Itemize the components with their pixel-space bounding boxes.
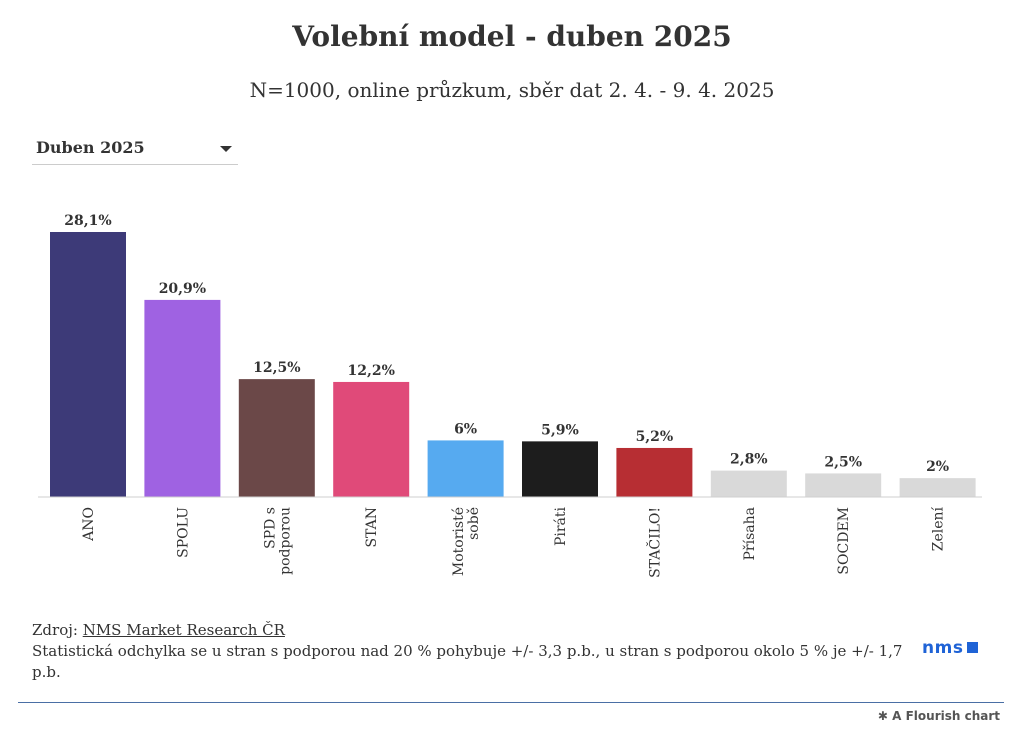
nms-logo-text: nms bbox=[922, 638, 964, 658]
category-label-5: Piráti bbox=[553, 506, 569, 546]
category-label-line: podporou bbox=[277, 507, 293, 575]
category-label-line: STAČILO! bbox=[645, 507, 663, 578]
data-label-5: 5,9% bbox=[541, 422, 579, 438]
bar-3 bbox=[333, 381, 410, 497]
data-label-9: 2% bbox=[926, 459, 949, 475]
category-label-line: Zelení bbox=[931, 506, 947, 551]
flourish-asterisk-icon: ✱ bbox=[877, 709, 888, 723]
data-label-1: 20,9% bbox=[159, 281, 206, 297]
bar-1 bbox=[144, 299, 221, 497]
category-label-8: SOCDEM bbox=[836, 507, 852, 575]
bar-0 bbox=[50, 232, 126, 497]
category-label-line: SPD s bbox=[262, 507, 278, 549]
source-prefix: Zdroj: bbox=[32, 621, 83, 639]
period-dropdown-label: Duben 2025 bbox=[36, 138, 145, 157]
source-line: Zdroj: NMS Market Research ČR bbox=[32, 620, 912, 641]
category-label-7: Přísaha bbox=[742, 507, 758, 560]
data-label-7: 2,8% bbox=[730, 452, 768, 468]
bar-8 bbox=[805, 473, 882, 497]
data-label-4: 6% bbox=[454, 421, 477, 437]
nms-logo-square-icon bbox=[967, 642, 979, 653]
data-label-2: 12,5% bbox=[253, 360, 300, 376]
nms-logo: nms bbox=[922, 638, 979, 658]
category-label-6: STAČILO! bbox=[645, 507, 663, 578]
bar-6 bbox=[616, 447, 693, 497]
chart-subtitle: N=1000, online průzkum, sběr dat 2. 4. -… bbox=[249, 78, 775, 102]
category-label-line: ANO bbox=[81, 507, 97, 542]
data-label-3: 12,2% bbox=[347, 363, 394, 379]
category-label-line: STAN bbox=[364, 507, 380, 548]
category-label-line: SPOLU bbox=[175, 507, 191, 558]
error-margin-note: Statistická odchylka se u stran s podpor… bbox=[32, 642, 903, 681]
chevron-down-icon bbox=[220, 146, 232, 152]
category-label-4: Motoristésobě bbox=[451, 507, 482, 576]
category-label-9: Zelení bbox=[931, 506, 947, 551]
bar-9 bbox=[899, 478, 976, 497]
category-label-1: SPOLU bbox=[175, 507, 191, 558]
category-label-line: sobě bbox=[466, 507, 482, 540]
period-dropdown[interactable]: Duben 2025 bbox=[32, 134, 238, 165]
bar-7 bbox=[710, 470, 787, 497]
bar-5 bbox=[522, 441, 598, 497]
data-label-8: 2,5% bbox=[824, 454, 862, 470]
footer-divider bbox=[18, 702, 1004, 703]
bar-2 bbox=[238, 379, 315, 497]
category-label-3: STAN bbox=[364, 507, 380, 548]
category-label-line: Piráti bbox=[553, 506, 569, 546]
bar-4 bbox=[427, 440, 504, 497]
category-label-line: Přísaha bbox=[742, 507, 758, 560]
chart-footer: Zdroj: NMS Market Research ČR Statistick… bbox=[32, 620, 912, 683]
bar-chart: 28,1% ANO 20,9% SPOLU 12,5% SPD spodporou 12,2… bbox=[38, 213, 982, 578]
data-label-6: 5,2% bbox=[636, 429, 674, 445]
category-label-line: Motoristé bbox=[451, 507, 467, 576]
category-label-2: SPD spodporou bbox=[262, 507, 293, 575]
data-label-0: 28,1% bbox=[64, 213, 111, 229]
category-label-line: SOCDEM bbox=[836, 507, 852, 575]
chart-title: Volební model - duben 2025 bbox=[292, 20, 732, 53]
source-link[interactable]: NMS Market Research ČR bbox=[82, 621, 285, 639]
flourish-credit[interactable]: ✱ A Flourish chart bbox=[878, 709, 1000, 723]
category-label-0: ANO bbox=[81, 507, 97, 542]
flourish-credit-label: A Flourish chart bbox=[892, 709, 1000, 723]
